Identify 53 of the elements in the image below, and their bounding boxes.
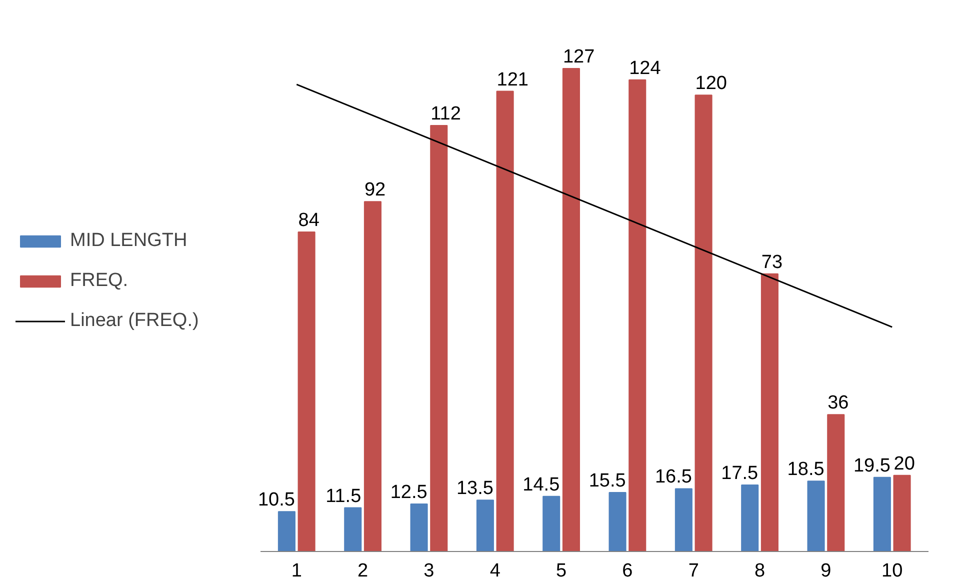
- data-label: 10.5: [258, 490, 295, 511]
- x-tick-label: 7: [688, 560, 699, 579]
- x-tick-label: 4: [490, 560, 501, 579]
- bar: [893, 474, 911, 552]
- bar: [608, 492, 626, 552]
- data-label: 84: [298, 210, 320, 232]
- bar: [410, 503, 428, 552]
- data-label: 92: [364, 180, 386, 201]
- bar: [298, 232, 316, 552]
- bar: [807, 480, 825, 552]
- x-tick-label: 5: [556, 560, 567, 579]
- data-label: 20: [894, 453, 915, 474]
- bar: [562, 68, 580, 552]
- x-tick-label: 10: [882, 560, 903, 579]
- data-label: 13.5: [456, 478, 494, 500]
- x-tick-label: 9: [820, 560, 832, 579]
- bar: [496, 90, 514, 552]
- data-label: 19.5: [853, 455, 890, 476]
- bar: [344, 507, 362, 552]
- x-tick-label: 3: [424, 560, 434, 579]
- bar: [741, 484, 759, 552]
- bar: [674, 488, 692, 552]
- bar: [278, 511, 296, 552]
- bar: [628, 79, 646, 552]
- data-label: 12.5: [390, 482, 428, 503]
- data-label: 17.5: [721, 462, 758, 484]
- x-tick-label: 8: [754, 560, 766, 579]
- x-tick-label: 6: [622, 560, 633, 579]
- legend-label: Linear (FREQ.): [70, 310, 199, 332]
- data-label: 16.5: [654, 466, 692, 488]
- data-label: 36: [828, 392, 849, 414]
- data-label: 15.5: [588, 470, 626, 492]
- bar: [694, 94, 712, 552]
- bar: [827, 414, 845, 552]
- data-label: 73: [761, 252, 783, 273]
- bar: [476, 500, 494, 552]
- bar: [364, 201, 382, 552]
- legend-label: FREQ.: [70, 270, 128, 292]
- data-label: 11.5: [326, 486, 362, 507]
- bar: [760, 273, 778, 552]
- data-label: 121: [496, 69, 528, 90]
- bar: [873, 476, 891, 552]
- x-tick-label: 2: [358, 560, 368, 579]
- data-label: 18.5: [787, 459, 824, 480]
- data-label: 120: [695, 73, 727, 94]
- bar: [542, 496, 560, 552]
- data-label: 112: [430, 104, 461, 125]
- data-label: 124: [629, 58, 662, 79]
- bar: [430, 125, 448, 552]
- legend-label: MID LENGTH: [70, 230, 188, 252]
- x-tick-label: 1: [291, 560, 302, 579]
- data-label: 14.5: [522, 474, 560, 496]
- data-label: 127: [562, 46, 595, 68]
